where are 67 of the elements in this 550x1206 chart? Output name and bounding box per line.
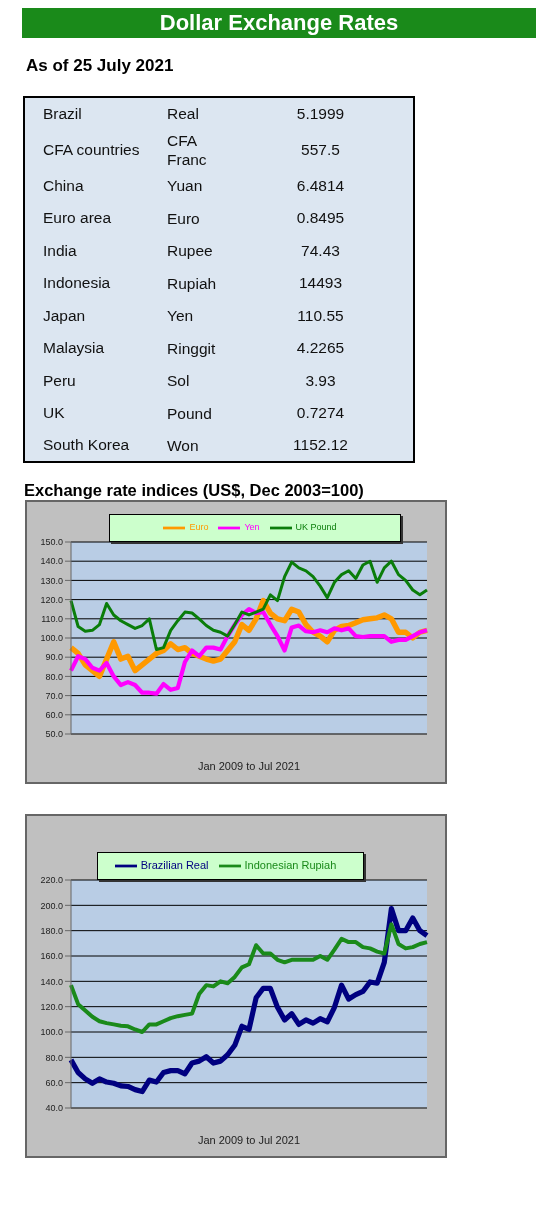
- legend-label: Brazilian Real: [140, 858, 209, 871]
- data-label: 0.8495: [295, 208, 346, 229]
- text: As of 25 July 2021: [26, 56, 175, 76]
- y-tick-label: 50.0: [45, 729, 63, 740]
- category-label: Brazil: [42, 103, 83, 124]
- data-label: 3.93: [304, 370, 337, 391]
- category-label: Sol: [167, 372, 190, 390]
- y-tick-label: 100.0: [40, 1027, 63, 1038]
- category-label: Peru: [42, 370, 77, 391]
- category-label: Rupiah: [167, 274, 217, 292]
- y-tick-label: 80.0: [45, 671, 63, 682]
- category-label: Euro area: [42, 208, 113, 229]
- category-label: South Korea: [42, 435, 131, 456]
- y-tick-label: 140.0: [40, 976, 63, 987]
- y-tick-label: 160.0: [40, 951, 63, 962]
- legend-label: Yen: [244, 522, 260, 533]
- y-tick-label: 150.0: [40, 537, 63, 548]
- category-label: Yen: [167, 307, 194, 325]
- data-label: 6.4814: [295, 175, 346, 196]
- category-label: Pound: [167, 404, 212, 422]
- category-label: CFA Franc: [167, 131, 207, 168]
- data-label: 74.43: [300, 240, 341, 261]
- category-label: Ringgit: [167, 339, 216, 357]
- category-label: Japan: [42, 305, 87, 326]
- category-label: Real: [167, 105, 199, 123]
- y-tick-label: 60.0: [45, 1077, 63, 1088]
- line-series: [69, 922, 429, 1034]
- legend-label: Euro: [189, 522, 209, 533]
- y-tick-label: 110.0: [41, 613, 63, 624]
- y-tick-label: 60.0: [45, 709, 63, 720]
- data-label: 14493: [297, 273, 344, 294]
- data-label: 110.55: [296, 305, 345, 326]
- data-label: 557.5: [300, 139, 341, 160]
- category-label: UK: [42, 403, 66, 424]
- category-label: Yuan: [167, 177, 203, 195]
- y-tick-label: 220.0: [40, 875, 63, 886]
- x-axis-title: Jan 2009 to Jul 2021: [197, 1134, 301, 1146]
- data-label: 5.1999: [295, 103, 346, 124]
- legend-label: UK Pound: [295, 522, 337, 533]
- data-label: 1152.12: [292, 435, 349, 456]
- y-tick-label: 70.0: [45, 690, 63, 701]
- y-tick-label: 200.0: [40, 900, 63, 911]
- x-axis-title: Jan 2009 to Jul 2021: [197, 760, 301, 772]
- y-tick-label: 80.0: [45, 1052, 63, 1063]
- data-label: 0.7274: [295, 403, 346, 424]
- legend-label: Indonesian Rupiah: [244, 858, 337, 871]
- category-label: Malaysia: [42, 338, 106, 359]
- y-tick-label: 90.0: [45, 652, 63, 663]
- y-tick-label: 40.0: [45, 1103, 63, 1114]
- y-tick-label: 130.0: [40, 575, 63, 586]
- category-label: Indonesia: [42, 273, 112, 294]
- y-tick-label: 120.0: [40, 594, 63, 605]
- text: Dollar Exchange Rates: [22, 8, 536, 38]
- y-tick-label: 140.0: [40, 556, 63, 567]
- category-label: Rupee: [167, 242, 213, 260]
- category-label: Won: [167, 436, 199, 454]
- y-tick-label: 180.0: [40, 925, 63, 936]
- category-label: CFA countries: [42, 139, 141, 160]
- category-label: China: [42, 175, 85, 196]
- category-label: India: [42, 240, 78, 261]
- line-series: [68, 607, 430, 696]
- chart-title: Exchange rate indices (US$, Dec 2003=100): [24, 481, 365, 500]
- data-label: 4.2265: [295, 338, 346, 359]
- y-tick-label: 100.0: [40, 633, 63, 644]
- category-label: Euro: [167, 209, 200, 227]
- y-tick-label: 120.0: [40, 1001, 63, 1012]
- line-series: [69, 559, 429, 652]
